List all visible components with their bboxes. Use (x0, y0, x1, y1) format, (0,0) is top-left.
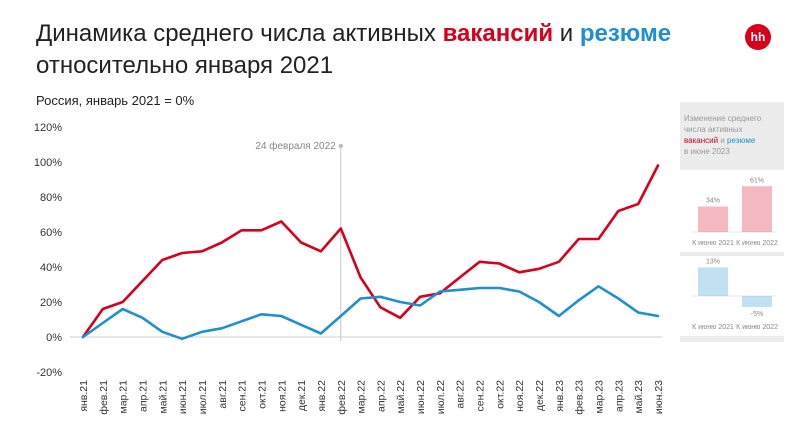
side-bar-value: 13% (706, 258, 720, 265)
resumes-bar-chart: 13% К июню 2021 -5% К июню 2022 (692, 258, 778, 331)
resumes-card: 13% К июню 2021 -5% К июню 2022 (680, 256, 784, 336)
x-tick-label: янв.22 (316, 380, 328, 412)
x-tick-label: мар.21 (118, 380, 130, 414)
vacancies-card: 34% К июню 2021 61% К июню 2022 (680, 170, 784, 252)
y-tick-label: 100% (34, 157, 62, 169)
side-bar-category: К июню 2021 (692, 240, 734, 247)
y-tick-label: -20% (36, 367, 62, 379)
x-tick-label: мар.22 (356, 380, 368, 414)
side-bar-value: 34% (706, 198, 720, 205)
title-resumes: резюме (579, 20, 672, 47)
x-tick-label: май.22 (395, 380, 407, 414)
x-tick-label: дек.22 (534, 380, 546, 411)
side-bar-value: 61% (750, 177, 764, 184)
x-tick-label: июн.21 (177, 380, 189, 414)
y-tick-label: 0% (46, 332, 62, 344)
chart-subtitle: Россия, январь 2021 = 0% (36, 93, 195, 108)
x-tick-label: мар.23 (594, 380, 606, 414)
side-bar-resumes (698, 267, 728, 296)
series-line-vacancies (81, 164, 660, 339)
x-tick-label: апр.21 (137, 380, 149, 412)
side-title-vacancies: вакансий (684, 136, 719, 145)
x-tick-label: фев.21 (98, 380, 110, 415)
series-line-resumes (81, 284, 660, 341)
side-bar-vacancies (698, 206, 728, 232)
side-title-line4: в июне 2023 (684, 147, 730, 156)
y-tick-label: 40% (40, 262, 62, 274)
y-tick-label: 60% (40, 227, 62, 239)
x-tick-label: фев.23 (574, 380, 586, 415)
side-bar-category: К июню 2022 (736, 324, 778, 331)
x-tick-label: июл.21 (197, 380, 209, 414)
vacancies-bar-chart: 34% К июню 2021 61% К июню 2022 (692, 177, 778, 247)
x-tick-label: ноя.22 (514, 380, 526, 412)
x-tick-label: янв.23 (554, 380, 566, 412)
main-line-chart: 120% 100% 80% 60% 40% 20% 0% -20% янв.21 фев.21 ма… (34, 122, 665, 415)
x-tick-label: май.23 (633, 380, 645, 414)
event-label: 24 февраля 2022 (255, 140, 336, 152)
x-tick-label: июл.22 (435, 380, 447, 414)
x-tick-label: авг.22 (455, 380, 467, 409)
x-tick-label: янв.21 (78, 380, 90, 412)
x-tick-label: ноя.21 (276, 380, 288, 412)
chart-title: Динамика среднего числа активных ваканси… (36, 18, 696, 82)
x-tick-label: сен.22 (475, 380, 487, 412)
event-marker (338, 143, 343, 149)
x-tick-label: окт.22 (494, 380, 506, 409)
x-tick-label: авг.21 (217, 380, 229, 409)
y-tick-label: 80% (40, 192, 62, 204)
side-bar-value: -5% (751, 311, 763, 318)
side-bar-category: К июню 2022 (736, 240, 778, 247)
x-tick-label: фев.22 (336, 380, 348, 415)
side-title-line2: числа активных (684, 125, 743, 134)
title-and: и (559, 20, 574, 47)
title-vacancies: вакансий (442, 20, 554, 47)
x-tick-label: апр.22 (375, 380, 387, 412)
y-tick-label: 120% (34, 122, 62, 134)
side-bar-category: К июню 2021 (692, 324, 734, 331)
x-tick-label: июн.23 (653, 380, 665, 414)
side-panel-legend: Изменение среднего числа активных ваканс… (684, 113, 780, 157)
y-tick-label: 20% (40, 297, 62, 309)
x-tick-label: окт.21 (256, 380, 268, 409)
side-title-line1: Изменение среднего (684, 114, 762, 123)
hh-logo: hh (745, 24, 771, 50)
side-bar-vacancies (742, 186, 772, 232)
side-bar-resumes (742, 296, 772, 307)
title-line2: относительно января 2021 (36, 52, 334, 79)
x-tick-label: июн.22 (415, 380, 427, 414)
x-tick-label: сен.21 (237, 380, 249, 412)
x-tick-label: май.21 (157, 380, 169, 414)
x-tick-label: апр.23 (613, 380, 625, 412)
x-tick-label: дек.21 (296, 380, 308, 411)
side-title-resumes: резюме (727, 136, 756, 145)
title-prefix: Динамика среднего числа активных (36, 20, 436, 47)
side-title-and: и (720, 136, 725, 145)
